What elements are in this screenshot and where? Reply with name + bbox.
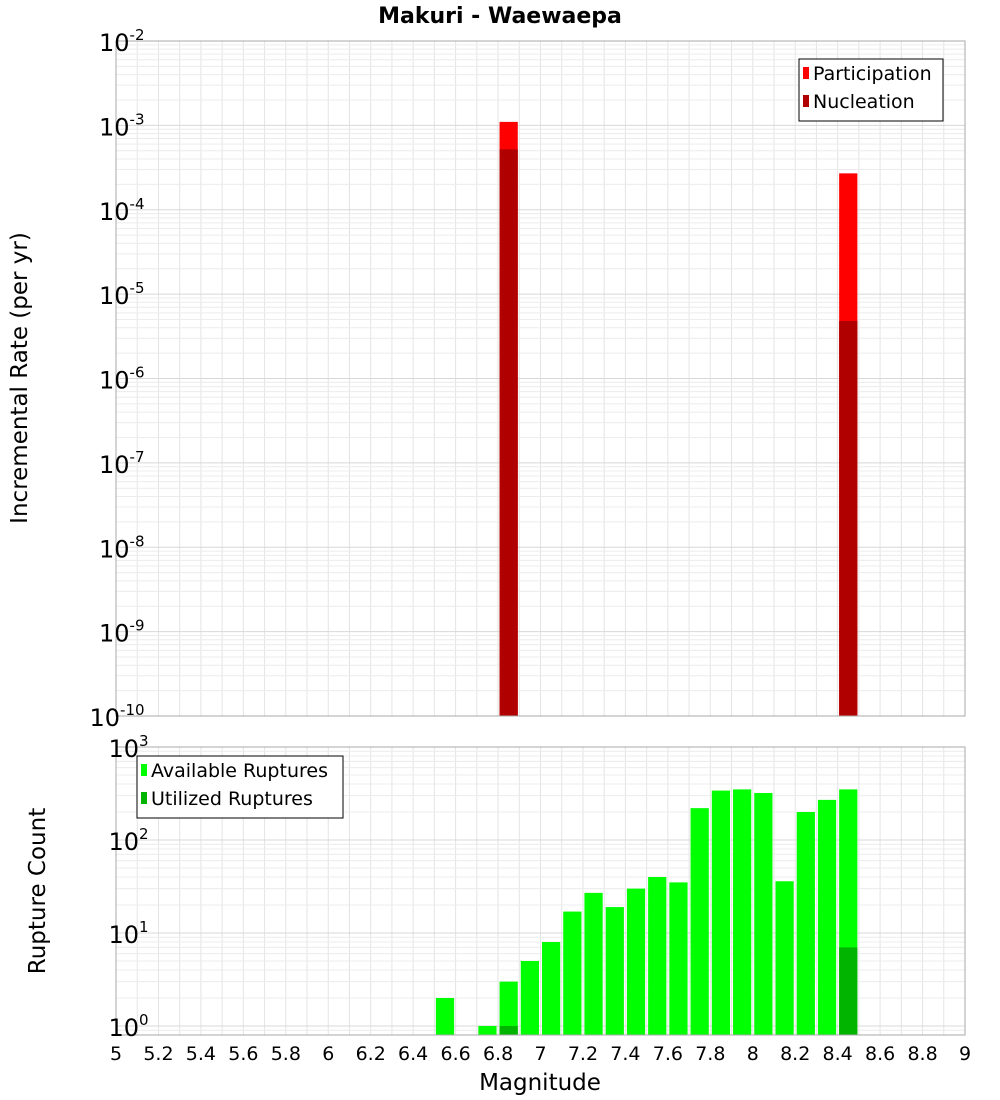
bottom-chart-y-axis-label: Rupture Count <box>25 808 51 974</box>
top-grid <box>115 40 966 717</box>
top-legend: Participation Nucleation <box>798 58 944 122</box>
legend-box <box>136 755 344 819</box>
top-series-nucleation <box>499 149 858 716</box>
legend-swatch <box>141 792 147 804</box>
top-y-tick-label: 10-3 <box>99 110 145 141</box>
bottom-bar-utilized-ruptures <box>839 947 858 1035</box>
bottom-bar-available-ruptures <box>817 799 837 1035</box>
x-tick-label: 5.6 <box>228 1043 258 1065</box>
top-chart-y-axis-label: Incremental Rate (per yr) <box>7 232 33 524</box>
top-y-tick-label: 10-8 <box>99 532 145 563</box>
x-axis-label: Magnitude <box>479 1070 601 1096</box>
x-tick-label: 7.4 <box>610 1043 640 1065</box>
bottom-bar-available-ruptures <box>499 981 518 1035</box>
x-tick-label: 5 <box>110 1043 122 1065</box>
top-y-tick-label: 10-7 <box>99 448 145 479</box>
bottom-y-tick-label: 100 <box>109 1011 149 1042</box>
top-plot-area: 10-2 10-3 10-4 10-5 10-6 10-7 10-8 10-9 10-10 Par… <box>90 26 966 732</box>
x-tick-label: 5.2 <box>143 1043 173 1065</box>
bottom-bar-available-ruptures <box>520 960 539 1035</box>
bottom-bar-available-ruptures <box>669 882 688 1035</box>
x-tick-label: 7.2 <box>568 1043 598 1065</box>
bottom-series-utilized-ruptures <box>499 947 858 1035</box>
bottom-bar-available-ruptures <box>478 1025 497 1035</box>
bottom-bar-available-ruptures <box>605 907 624 1035</box>
bottom-bar-available-ruptures <box>754 793 773 1035</box>
x-tick-label: 8.2 <box>780 1043 810 1065</box>
x-tick-label: 8.6 <box>865 1043 895 1065</box>
x-tick-label: 9 <box>959 1043 971 1065</box>
top-y-tick-label: 10-10 <box>90 701 145 732</box>
bottom-plot-frame <box>115 746 966 1036</box>
x-tick-label: 7.6 <box>653 1043 683 1065</box>
top-bar-nucleation <box>839 321 858 716</box>
bottom-bar-available-ruptures <box>775 881 794 1035</box>
bottom-series-available-ruptures <box>435 789 858 1035</box>
top-plot-frame <box>115 40 966 717</box>
bottom-bar-utilized-ruptures <box>499 1025 518 1035</box>
top-y-tick-label: 10-6 <box>99 364 145 395</box>
legend-swatch <box>803 95 809 107</box>
bottom-y-tick-label: 102 <box>109 825 149 856</box>
bottom-bar-available-ruptures <box>626 888 646 1035</box>
bottom-bar-available-ruptures <box>435 997 455 1035</box>
legend-entry: Nucleation <box>813 91 915 113</box>
legend-swatch <box>141 764 147 776</box>
top-y-tick-label: 10-9 <box>99 617 145 648</box>
x-tick-label: 6.2 <box>356 1043 386 1065</box>
x-tick-label: 5.8 <box>271 1043 301 1065</box>
x-tick-label: 8.4 <box>823 1043 853 1065</box>
x-tick-label: 6 <box>322 1043 334 1065</box>
x-tick-label: 6.4 <box>398 1043 428 1065</box>
bottom-bar-available-ruptures <box>563 911 582 1035</box>
x-tick-label: 6.8 <box>483 1043 513 1065</box>
x-tick-label: 5.4 <box>186 1043 216 1065</box>
legend-swatch <box>803 67 809 79</box>
bottom-bar-available-ruptures <box>648 877 667 1035</box>
bottom-bar-available-ruptures <box>690 808 709 1035</box>
top-bar-nucleation <box>499 149 518 716</box>
chart-title: Makuri - Waewaepa <box>378 4 622 29</box>
x-tick-label: 8 <box>747 1043 759 1065</box>
top-y-tick-label: 10-4 <box>99 195 145 226</box>
bottom-bar-available-ruptures <box>542 942 561 1035</box>
legend-entry: Participation <box>813 63 932 85</box>
bottom-legend: Available Ruptures Utilized Ruptures <box>136 755 344 819</box>
bottom-bar-available-ruptures <box>584 892 603 1035</box>
bottom-bar-available-ruptures <box>733 789 752 1035</box>
x-tick-label: 7 <box>534 1043 546 1065</box>
legend-entry: Utilized Ruptures <box>151 788 313 810</box>
x-tick-label: 7.8 <box>695 1043 725 1065</box>
top-y-tick-label: 10-5 <box>99 279 145 310</box>
bottom-y-tick-label: 101 <box>109 918 149 949</box>
bottom-y-tick-label: 103 <box>109 732 149 763</box>
x-tick-label: 6.6 <box>440 1043 470 1065</box>
x-tick-label: 8.8 <box>907 1043 937 1065</box>
legend-entry: Available Ruptures <box>151 760 328 782</box>
legend-box <box>798 58 944 122</box>
top-y-tick-label: 10-2 <box>99 26 145 57</box>
bottom-bar-available-ruptures <box>796 812 815 1035</box>
bottom-bar-available-ruptures <box>711 790 731 1035</box>
